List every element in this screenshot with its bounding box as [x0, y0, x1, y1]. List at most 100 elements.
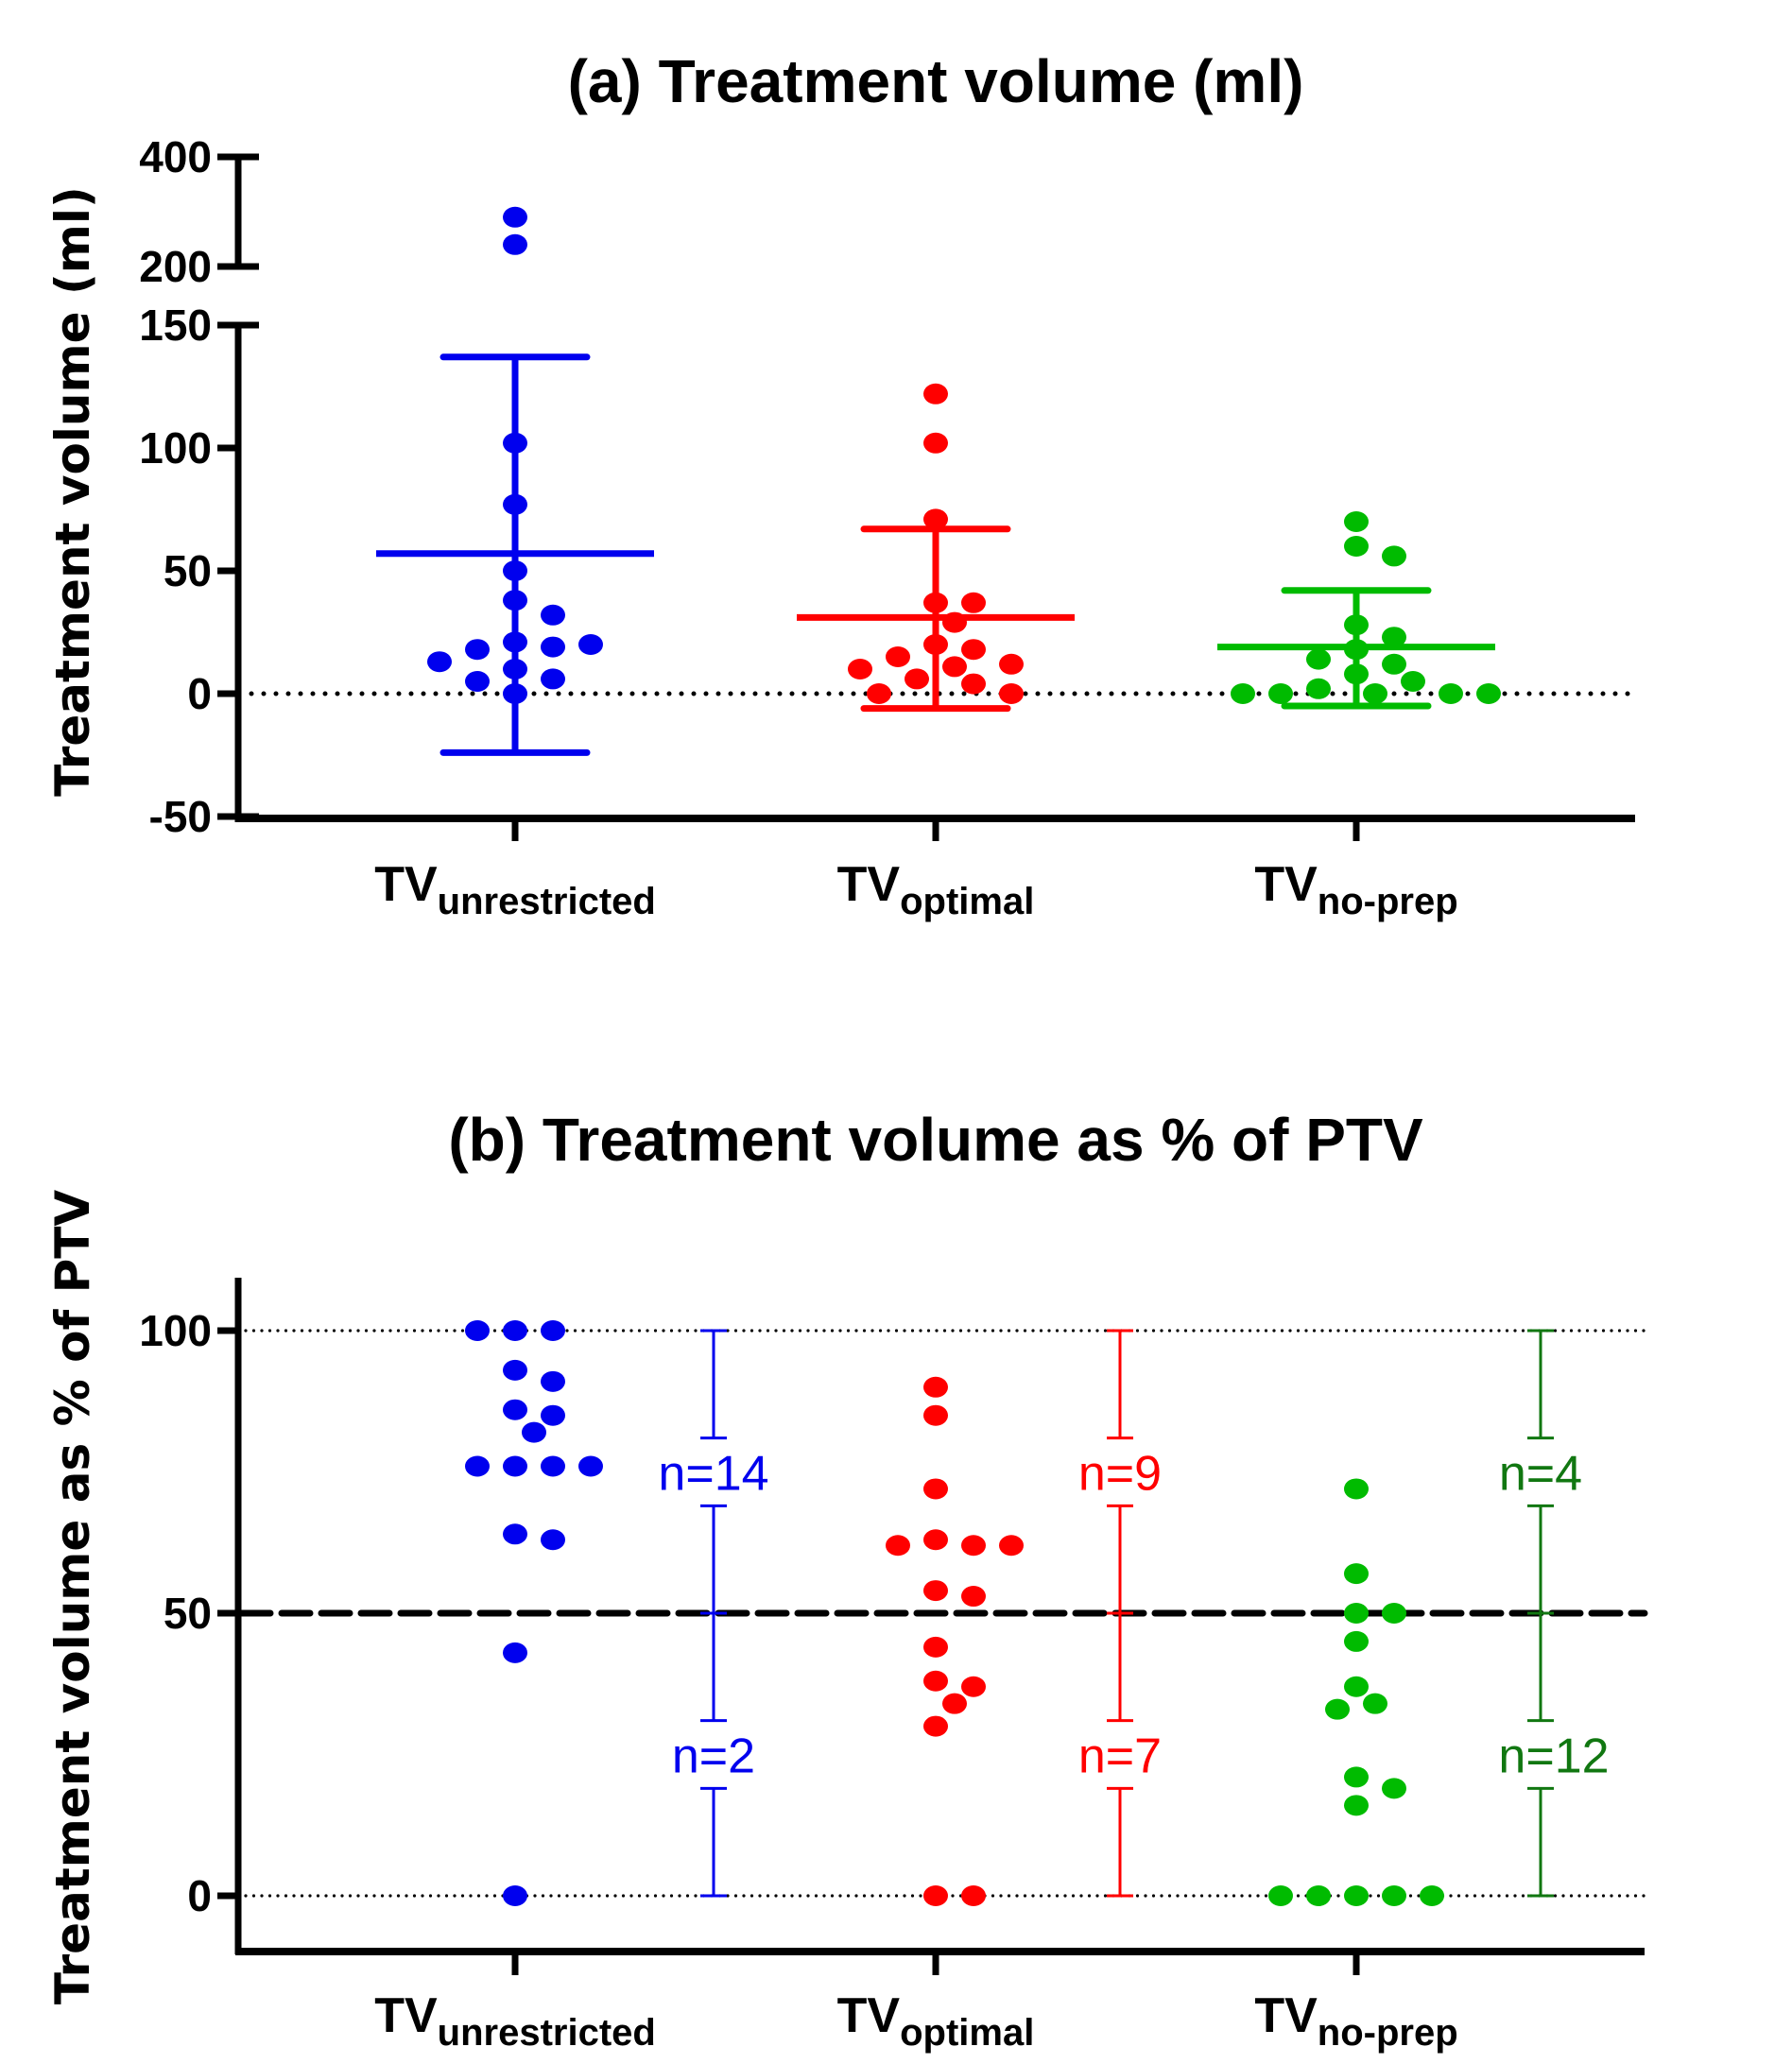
data-point	[1382, 627, 1406, 648]
x-tick-label-sub: no-prep	[1318, 881, 1458, 922]
x-tick-label: TVoptimal	[837, 857, 1035, 922]
data-point	[867, 683, 891, 704]
y-tick-label: 0	[187, 669, 212, 718]
count-label-below-50: n=2	[672, 1729, 755, 1784]
data-point	[1344, 1766, 1369, 1788]
panel-b-x-ticks: TVunrestricted TVoptimal TVno-prep	[374, 1952, 1458, 2054]
data-point	[1382, 1885, 1406, 1906]
data-point	[1382, 1603, 1406, 1624]
panel-a-points	[427, 206, 1501, 704]
data-point	[886, 646, 910, 667]
data-point	[923, 1636, 948, 1658]
data-point	[465, 671, 490, 692]
panel-a-title: (a) Treatment volume (ml)	[568, 47, 1304, 115]
data-point	[942, 611, 967, 633]
data-point	[923, 508, 948, 530]
y-tick-label: 50	[164, 546, 212, 595]
x-tick-label: TVunrestricted	[374, 857, 656, 922]
panel-b-count-brackets: n=14 n=2 n=9 n=7 n=4 n=12	[658, 1329, 1610, 1898]
data-point	[961, 1586, 986, 1608]
data-point	[1344, 639, 1369, 661]
data-point	[923, 1715, 948, 1737]
data-point	[961, 592, 986, 613]
data-point	[503, 1642, 527, 1663]
data-point	[923, 1376, 948, 1398]
x-tick-label-main: TV	[837, 857, 901, 912]
x-tick-label: TVoptimal	[837, 1988, 1035, 2054]
data-point	[578, 634, 603, 655]
panel-b-title: (b) Treatment volume as % of PTV	[448, 1106, 1423, 1174]
data-point	[503, 1359, 527, 1381]
data-point	[503, 631, 527, 653]
x-tick-label: TVno-prep	[1254, 857, 1457, 922]
data-point	[999, 653, 1024, 675]
data-point	[999, 683, 1024, 704]
count-label-below-50: n=7	[1078, 1729, 1162, 1784]
y-tick-label: -50	[149, 792, 212, 841]
data-point	[923, 1885, 948, 1906]
y-tick-label: 100	[139, 1306, 212, 1355]
data-point	[1306, 678, 1331, 699]
x-tick-label-sub: optimal	[900, 2012, 1034, 2054]
data-point	[1344, 1795, 1369, 1816]
data-point	[961, 1676, 986, 1697]
data-point	[1306, 648, 1331, 670]
x-tick-label: TVno-prep	[1254, 1988, 1457, 2054]
y-tick-label: 50	[164, 1589, 212, 1638]
y-tick-label: 200	[139, 242, 212, 291]
data-point	[848, 659, 872, 679]
x-tick-label-main: TV	[1254, 857, 1318, 912]
x-tick-label-main: TV	[1254, 1988, 1318, 2043]
data-point	[541, 636, 565, 658]
data-point	[942, 656, 967, 678]
data-point	[503, 1455, 527, 1477]
data-point	[1344, 1885, 1369, 1906]
panel-a: (a) Treatment volume (ml) Treatment volu…	[45, 47, 1638, 922]
data-point	[923, 1404, 948, 1426]
data-point	[1363, 1693, 1387, 1714]
data-point	[961, 673, 986, 695]
data-point	[1344, 1478, 1369, 1500]
data-point	[1344, 536, 1369, 557]
data-point	[923, 1478, 948, 1500]
data-point	[503, 493, 527, 515]
y-tick-label: 150	[139, 301, 212, 350]
data-point	[923, 1529, 948, 1551]
data-point	[541, 1370, 565, 1392]
x-tick-label-sub: unrestricted	[438, 881, 656, 922]
count-label-above-50: n=14	[658, 1447, 768, 1502]
count-label-above-50: n=9	[1078, 1447, 1162, 1502]
data-point	[541, 1455, 565, 1477]
data-point	[1344, 614, 1369, 636]
data-point	[1268, 683, 1293, 704]
data-point	[905, 668, 929, 690]
data-point	[427, 651, 452, 673]
data-point	[1231, 683, 1255, 704]
panel-a-y-axis-label: Treatment volume (ml)	[45, 186, 100, 797]
data-point	[1268, 1885, 1293, 1906]
data-point	[503, 560, 527, 581]
count-label-above-50: n=4	[1499, 1447, 1582, 1502]
x-tick-label-sub: unrestricted	[438, 2012, 656, 2054]
data-point	[522, 1421, 546, 1443]
panel-a-y-ticks: -50 0 50 100 150 200 400	[139, 132, 259, 841]
data-point	[1382, 1778, 1406, 1799]
data-point	[1382, 653, 1406, 675]
data-point	[541, 1529, 565, 1551]
x-tick-label-sub: no-prep	[1318, 2012, 1458, 2054]
data-point	[1306, 1885, 1331, 1906]
data-point	[1344, 1630, 1369, 1652]
y-tick-label: 100	[139, 423, 212, 473]
x-tick-label-main: TV	[837, 1988, 901, 2043]
data-point	[923, 1580, 948, 1602]
data-point	[541, 668, 565, 690]
data-point	[503, 233, 527, 255]
data-point	[503, 1320, 527, 1341]
data-point	[503, 206, 527, 228]
data-point	[1344, 663, 1369, 685]
panel-a-axes	[234, 157, 1638, 822]
data-point	[465, 1320, 490, 1341]
panel-b-y-axis-label: Treatment volume as % of PTV	[45, 1190, 100, 2005]
data-point	[923, 1670, 948, 1692]
